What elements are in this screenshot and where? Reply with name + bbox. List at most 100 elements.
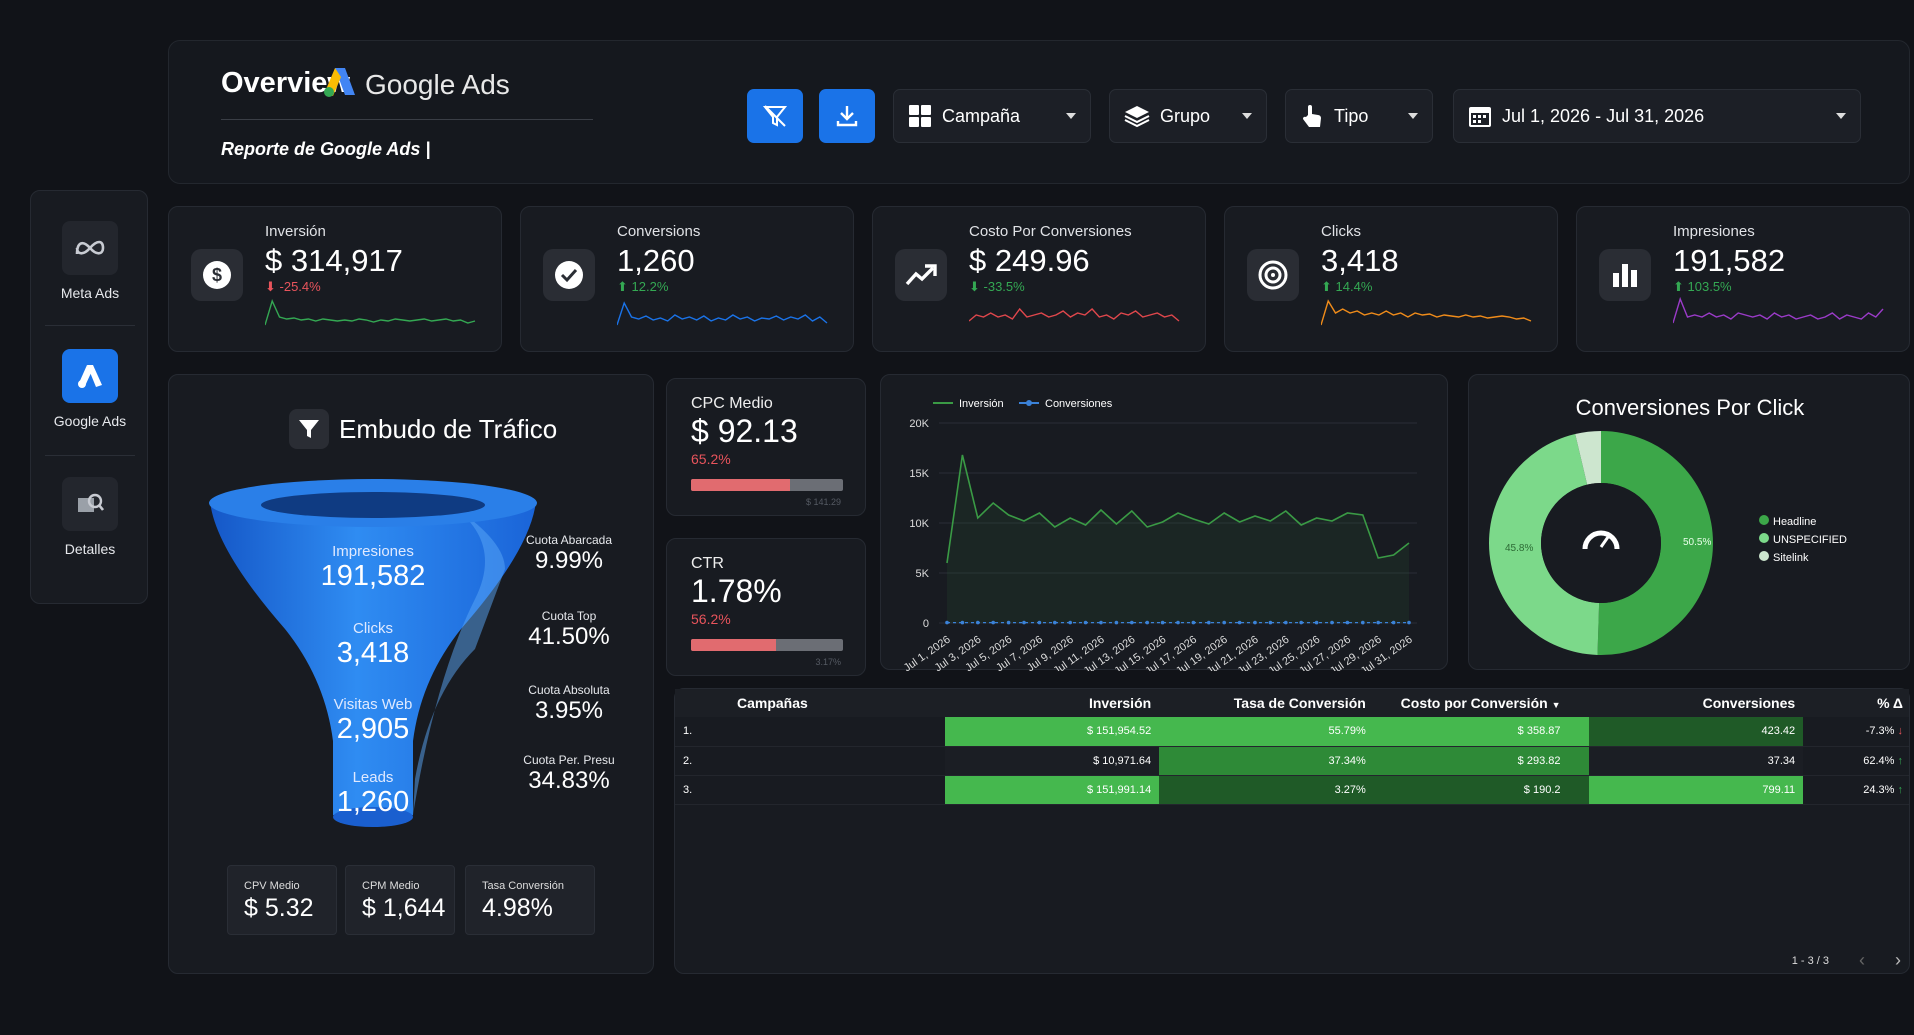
donut-title: Conversiones Por Click bbox=[1575, 395, 1805, 420]
donut-slice[interactable] bbox=[1597, 431, 1713, 655]
legend-label: Sitelink bbox=[1773, 552, 1809, 564]
data-point bbox=[1207, 620, 1211, 625]
funnel-rate-label: Cuota Top bbox=[541, 609, 597, 623]
table-row[interactable]: 3. $ 151,991.14 3.27% $ 190.2 799.11 24.3% ↑ bbox=[675, 775, 1909, 805]
campaign-dropdown[interactable]: Campaña bbox=[893, 89, 1091, 143]
details-icon bbox=[62, 477, 118, 531]
funnel-rate: Cuota Absoluta 3.95% bbox=[509, 683, 629, 725]
next-page-button[interactable]: › bbox=[1895, 950, 1901, 970]
arrow-up-icon: ↑ bbox=[1897, 754, 1904, 767]
data-point bbox=[1330, 620, 1334, 625]
col-header-conversion-rate[interactable]: Tasa de Conversión bbox=[1159, 689, 1374, 717]
donut-slice[interactable] bbox=[1575, 431, 1601, 485]
arrow-up-icon: ↑ bbox=[1897, 783, 1904, 796]
funnel-rate: Cuota Abarcada 9.99% bbox=[509, 533, 629, 575]
col-header-cost-per-conversion[interactable]: Costo por Conversión ▼ bbox=[1373, 689, 1589, 717]
group-dropdown-label: Grupo bbox=[1160, 105, 1211, 126]
sparkline-chart bbox=[1673, 296, 1884, 324]
sidebar-item-label: Detalles bbox=[64, 541, 116, 557]
header-divider bbox=[221, 119, 593, 120]
col-header-campaigns[interactable]: Campañas bbox=[675, 689, 945, 717]
legend-label: Conversiones bbox=[1045, 398, 1113, 410]
col-header-conversions[interactable]: Conversiones bbox=[1588, 689, 1804, 717]
row-number: 3. bbox=[683, 783, 693, 796]
kpi-change: ⬆ 12.2% bbox=[617, 279, 669, 294]
check-icon bbox=[543, 249, 595, 301]
data-point bbox=[1361, 620, 1365, 625]
kpi-card-impresiones: Impresiones 191,582 ⬆ 103.5% bbox=[1576, 206, 1910, 352]
svg-text:$: $ bbox=[212, 265, 222, 285]
google-ads-icon bbox=[62, 349, 118, 403]
funnel-rate: Cuota Per. Presu 34.83% bbox=[509, 753, 629, 795]
metric-label: Tasa Conversión bbox=[482, 880, 564, 892]
data-point bbox=[1284, 620, 1288, 625]
group-dropdown[interactable]: Grupo bbox=[1109, 89, 1267, 143]
legend-label: Headline bbox=[1773, 516, 1817, 528]
data-point bbox=[1391, 620, 1396, 625]
calendar-icon bbox=[1469, 107, 1491, 127]
sparkline-chart bbox=[1321, 299, 1532, 326]
cost-per-conversion-cell: $ 293.82 bbox=[1373, 746, 1589, 776]
sidebar-item-meta-ads[interactable]: Meta Ads bbox=[31, 221, 149, 301]
col-header-investment[interactable]: Inversión bbox=[944, 689, 1160, 717]
data-point bbox=[1191, 620, 1196, 625]
funnel-stage-label: Leads bbox=[352, 769, 394, 786]
conversion-rate-cell: 55.79% bbox=[1159, 717, 1374, 747]
col-header-delta[interactable]: % Δ bbox=[1803, 689, 1909, 717]
metric-value: $ 5.32 bbox=[244, 894, 314, 922]
funnel-stage: Visitas Web 2,905 bbox=[273, 696, 473, 746]
sidebar-item-google-ads[interactable]: Google Ads bbox=[31, 349, 149, 429]
gauge-icon bbox=[1582, 530, 1620, 550]
donut-legend: Headline UNSPECIFIED Sitelink bbox=[1759, 513, 1847, 567]
funnel-icon bbox=[289, 409, 329, 449]
kpi-label: Impresiones bbox=[1673, 223, 1755, 240]
ctr-label: CTR bbox=[691, 555, 724, 572]
prev-page-button[interactable]: ‹ bbox=[1859, 950, 1865, 970]
funnel-stage-value: 191,582 bbox=[320, 560, 426, 592]
data-point bbox=[1345, 620, 1350, 625]
kpi-change-value: 12.2% bbox=[631, 279, 669, 294]
chevron-down-icon bbox=[1408, 113, 1418, 119]
grid-icon bbox=[909, 105, 931, 127]
kpi-label: Costo Por Conversiones bbox=[969, 223, 1132, 240]
funnel-rate-value: 3.95% bbox=[534, 697, 604, 724]
kpi-value: $ 249.96 bbox=[969, 243, 1090, 278]
funnel-rate-label: Cuota Per. Presu bbox=[523, 753, 615, 767]
donut-slice[interactable] bbox=[1489, 434, 1600, 655]
cpc-target: $ 141.29 bbox=[805, 497, 841, 507]
kpi-change: ⬆ 103.5% bbox=[1673, 279, 1732, 294]
legend-item[interactable]: Headline bbox=[1759, 513, 1847, 531]
kpi-change: ⬇ -25.4% bbox=[265, 279, 321, 294]
conversions-cell: 423.42 bbox=[1588, 717, 1804, 747]
sparkline bbox=[617, 301, 828, 326]
table-row[interactable]: 1. $ 151,954.52 55.79% $ 358.87 423.42 -7.3%… bbox=[675, 717, 1909, 747]
legend-item[interactable]: Sitelink bbox=[1759, 549, 1847, 567]
campaign-table-card: Campañas Inversión Tasa de Conversión Co… bbox=[674, 688, 1910, 974]
campaign-name-cell: 1. bbox=[675, 717, 945, 747]
data-point bbox=[1407, 620, 1411, 625]
date-range-label: Jul 1, 2026 - Jul 31, 2026 bbox=[1502, 105, 1705, 126]
download-button[interactable] bbox=[819, 89, 875, 143]
clear-filter-button[interactable] bbox=[747, 89, 803, 143]
table-row[interactable]: 2. $ 10,971.64 37.34% $ 293.82 37.34 62.4% ↑ bbox=[675, 746, 1909, 776]
sidebar-item-details[interactable]: Detalles bbox=[31, 477, 149, 557]
data-point bbox=[1222, 620, 1226, 625]
type-dropdown[interactable]: Tipo bbox=[1285, 89, 1433, 143]
cpc-value: $ 92.13 bbox=[691, 413, 798, 449]
data-point bbox=[1037, 620, 1042, 625]
sidebar-item-label: Meta Ads bbox=[60, 285, 120, 301]
metric-label: CPM Medio bbox=[362, 880, 420, 892]
brand-name: Google Ads bbox=[365, 69, 510, 100]
data-point bbox=[1022, 620, 1026, 625]
col-header-label: Costo por Conversión bbox=[1400, 695, 1548, 711]
legend-item[interactable]: UNSPECIFIED bbox=[1759, 531, 1847, 549]
data-point bbox=[1160, 620, 1165, 625]
filter-off-icon bbox=[762, 105, 788, 127]
campaign-name-cell: 3. bbox=[675, 775, 945, 805]
cost-per-conversion-cell: $ 190.2 bbox=[1373, 775, 1589, 805]
date-range-picker[interactable]: Jul 1, 2026 - Jul 31, 2026 bbox=[1453, 89, 1861, 143]
funnel-stage-label: Clicks bbox=[353, 620, 393, 637]
legend-swatch bbox=[1759, 515, 1769, 525]
data-point bbox=[1176, 620, 1180, 625]
conversion-rate-metric: Tasa Conversión 4.98% bbox=[465, 865, 595, 935]
